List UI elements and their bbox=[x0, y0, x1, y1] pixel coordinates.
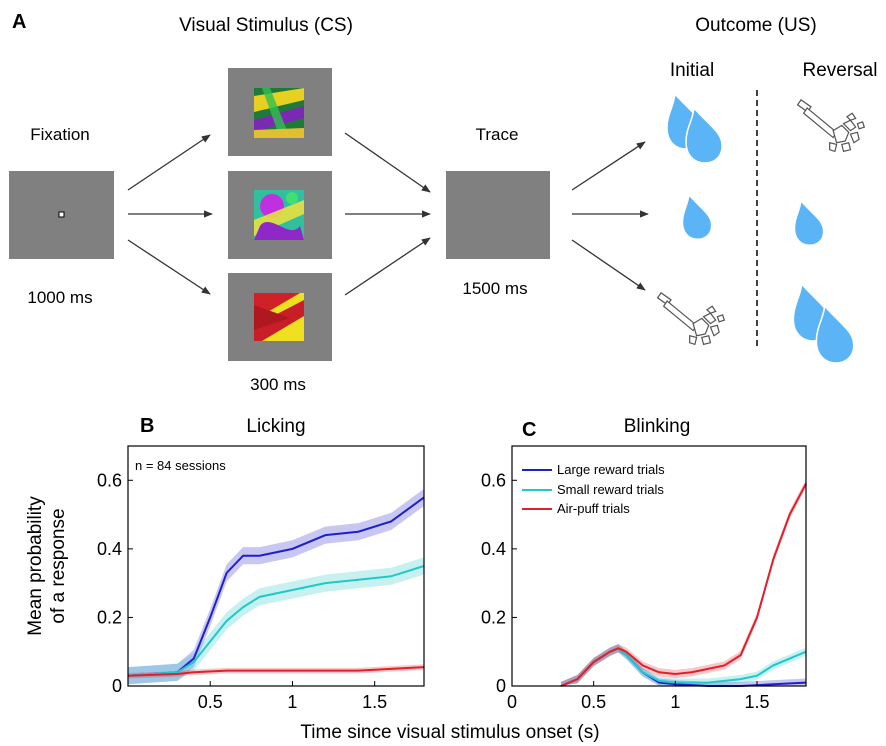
licking-series-1-error-band bbox=[128, 557, 424, 685]
x-axis-label: Time since visual stimulus onset (s) bbox=[300, 722, 599, 743]
legend-label-large-reward: Large reward trials bbox=[557, 462, 665, 477]
blinking-y-tick-label: 0 bbox=[496, 676, 506, 696]
licking-y-tick-label: 0 bbox=[112, 676, 122, 696]
licking-plot: 0.5 1 1.5 0 0.2 0.4 0.6 bbox=[97, 445, 425, 712]
licking-series-0-line bbox=[127, 496, 425, 677]
panel-c-title: Blinking bbox=[624, 416, 691, 437]
trace-screen bbox=[446, 171, 550, 259]
blinking-series-1-error-band bbox=[561, 644, 806, 686]
stimulus-screen-1 bbox=[228, 68, 332, 156]
blinking-y-tick-label: 0.4 bbox=[481, 539, 506, 559]
legend-label-air-puff: Air-puff trials bbox=[557, 501, 630, 516]
arrow-fixation-to-stimulus-1 bbox=[127, 134, 211, 191]
licking-y-tick-label: 0.2 bbox=[97, 607, 122, 627]
fixation-point bbox=[58, 211, 65, 218]
water-drop-icon-small-reversal bbox=[793, 200, 825, 246]
blinking-x-tick-label: 1 bbox=[670, 692, 680, 712]
reversal-label: Reversal bbox=[803, 60, 878, 81]
blinking-y-tick-label: 0.6 bbox=[481, 470, 506, 490]
legend-label-small-reward: Small reward trials bbox=[557, 482, 664, 497]
legend: Large reward trials Small reward trials … bbox=[522, 462, 665, 516]
licking-x-tick-label: 0.5 bbox=[198, 692, 223, 712]
panel-b-label: B bbox=[140, 415, 154, 437]
y-axis-label-line-2: of a response bbox=[48, 508, 69, 623]
stimulus-duration: 300 ms bbox=[250, 375, 306, 394]
air-puff-icon-reversal bbox=[796, 99, 865, 153]
session-count-annotation: n = 84 sessions bbox=[135, 458, 226, 473]
licking-series-2-line bbox=[127, 666, 425, 677]
blinking-y-tick-label: 0.2 bbox=[481, 607, 506, 627]
water-drop-icon-large-reversal bbox=[792, 284, 855, 364]
fixation-duration: 1000 ms bbox=[27, 288, 92, 307]
licking-x-tick-label: 1.5 bbox=[362, 692, 387, 712]
arrow-trace-to-outcome-1 bbox=[571, 141, 646, 191]
licking-axes-frame bbox=[127, 445, 425, 687]
trace-label: Trace bbox=[476, 125, 519, 144]
trace-duration: 1500 ms bbox=[462, 279, 527, 298]
arrow-trace-to-outcome-3 bbox=[571, 239, 646, 291]
licking-series-1-line bbox=[127, 565, 425, 677]
initial-label: Initial bbox=[670, 60, 714, 81]
blinking-series-2-line bbox=[560, 483, 807, 687]
fixation-label: Fixation bbox=[30, 125, 90, 144]
y-axis-label-line-1: Mean probability bbox=[25, 496, 46, 636]
arrow-fixation-to-stimulus-3 bbox=[127, 239, 211, 295]
blinking-x-tick-label: 0.5 bbox=[581, 692, 606, 712]
blinking-axes-frame bbox=[511, 445, 807, 687]
arrow-stimulus-3-to-trace bbox=[344, 237, 431, 296]
arrow-stimulus-1-to-trace bbox=[344, 132, 431, 193]
water-drop-icon-small-initial bbox=[681, 194, 713, 240]
air-puff-icon-initial bbox=[656, 292, 725, 346]
panel-c-label: C bbox=[522, 419, 536, 441]
water-drop-icon-large-initial bbox=[666, 94, 723, 164]
stimulus-screen-2 bbox=[228, 171, 332, 259]
blinking-series-0-error-band bbox=[561, 644, 806, 686]
licking-y-tick-label: 0.4 bbox=[97, 539, 122, 559]
licking-x-tick-label: 1 bbox=[287, 692, 297, 712]
stimulus-screen-3 bbox=[228, 273, 332, 361]
stimulus-title: Visual Stimulus (CS) bbox=[179, 15, 353, 36]
panel-b-title: Licking bbox=[246, 416, 305, 437]
blinking-plot: 0 0.5 1 1.5 0 0.2 0.4 0.6 bbox=[481, 445, 807, 712]
blinking-x-tick-label: 0 bbox=[507, 692, 517, 712]
panel-a-label: A bbox=[12, 11, 26, 33]
blinking-x-tick-label: 1.5 bbox=[744, 692, 769, 712]
outcome-title: Outcome (US) bbox=[695, 15, 816, 36]
licking-y-tick-label: 0.6 bbox=[97, 470, 122, 490]
